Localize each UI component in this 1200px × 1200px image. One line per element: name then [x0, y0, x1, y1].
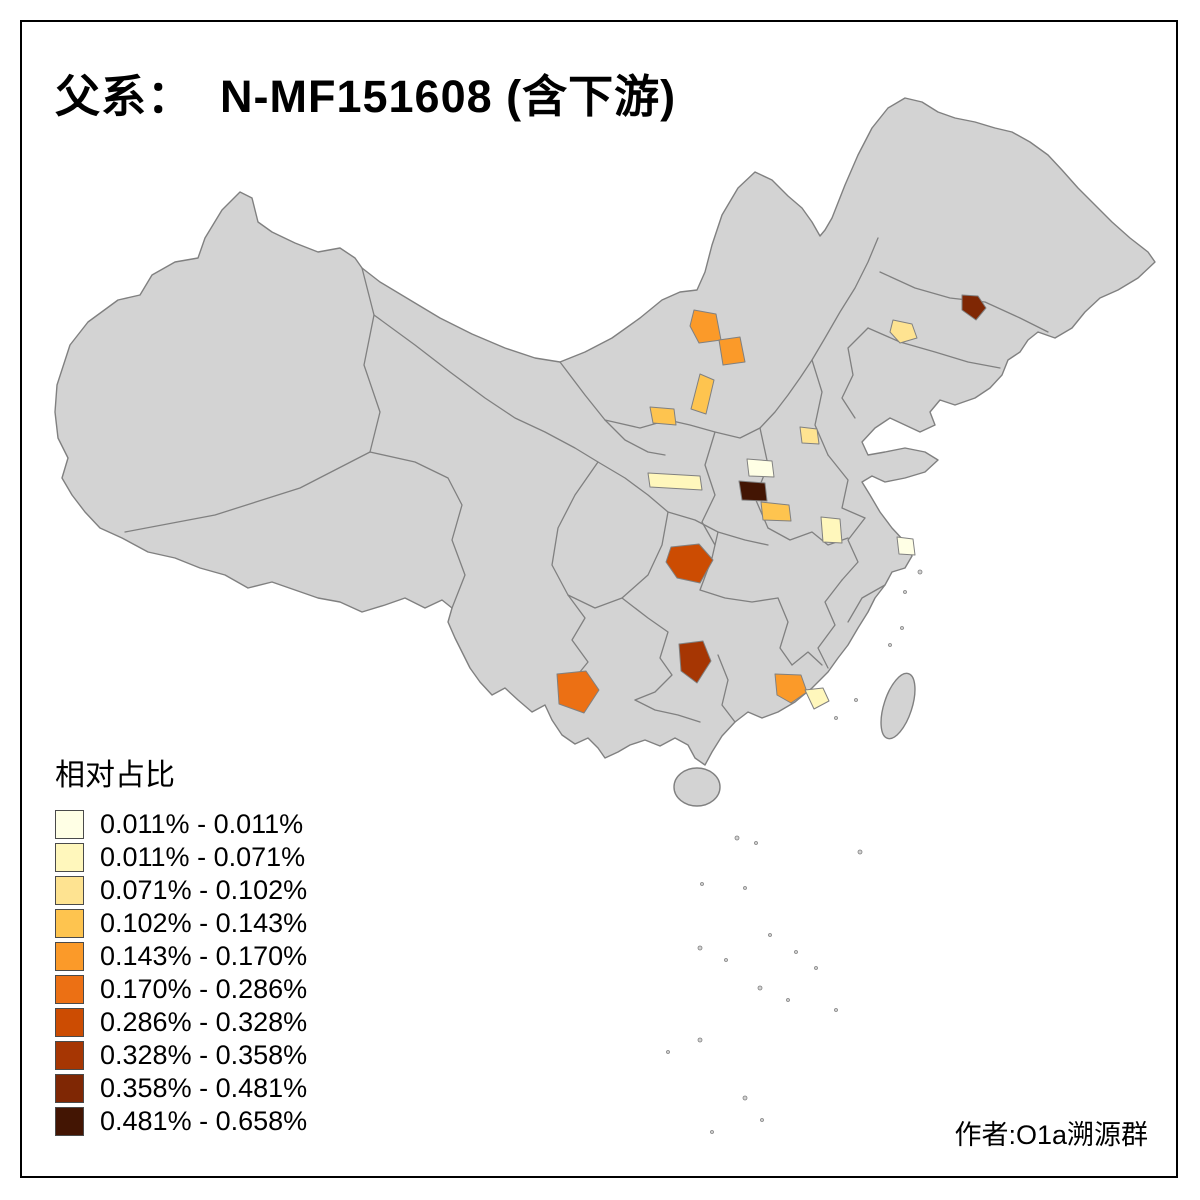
china-mainland-shape	[54, 97, 1156, 766]
legend-row: 0.286% - 0.328%	[55, 1006, 307, 1039]
south-china-sea-islands	[666, 835, 863, 1134]
highlighted-region	[820, 516, 843, 544]
highlighted-regions	[556, 294, 987, 714]
highlighted-region	[647, 472, 703, 491]
legend-label: 0.143% - 0.170%	[100, 941, 308, 971]
legend-label: 0.170% - 0.286%	[100, 974, 308, 1004]
highlighted-region	[961, 294, 987, 321]
legend-row: 0.358% - 0.481%	[55, 1072, 307, 1105]
legend-row: 0.011% - 0.011%	[55, 808, 307, 841]
page-title: 父系： N-MF151608 (含下游)	[55, 71, 677, 122]
legend-row: 0.102% - 0.143%	[55, 907, 307, 940]
author-credit: 作者:O1a溯源群	[954, 1120, 1148, 1150]
legend: 相对占比 0.011% - 0.011% 0.011% - 0.071% 0.071…	[55, 750, 307, 1138]
legend-row: 0.481% - 0.658%	[55, 1105, 307, 1138]
hainan-island	[673, 767, 721, 807]
legend-label: 0.011% - 0.071%	[100, 842, 306, 872]
highlighted-region	[689, 309, 722, 344]
legend-label: 0.102% - 0.143%	[100, 908, 308, 938]
legend-swatch	[55, 876, 84, 905]
highlighted-region	[690, 373, 715, 415]
province-borders	[124, 237, 1049, 723]
legend-swatch	[55, 1074, 84, 1103]
legend-swatch	[55, 942, 84, 971]
highlighted-region	[799, 426, 820, 445]
highlighted-region	[889, 319, 918, 344]
legend-entries: 0.011% - 0.011% 0.011% - 0.071% 0.071% - 0…	[55, 808, 307, 1138]
legend-swatch	[55, 909, 84, 938]
legend-row: 0.011% - 0.071%	[55, 841, 307, 874]
legend-swatch	[55, 1041, 84, 1070]
highlighted-region	[746, 458, 775, 478]
legend-label: 0.358% - 0.481%	[100, 1073, 308, 1103]
legend-label: 0.011% - 0.011%	[100, 809, 304, 839]
legend-label: 0.071% - 0.102%	[100, 875, 308, 905]
legend-row: 0.170% - 0.286%	[55, 973, 307, 1006]
highlighted-region	[804, 687, 830, 710]
legend-row: 0.328% - 0.358%	[55, 1039, 307, 1072]
taiwan-island	[880, 672, 916, 740]
legend-label: 0.481% - 0.658%	[100, 1106, 308, 1136]
legend-label: 0.286% - 0.328%	[100, 1007, 308, 1037]
highlighted-region	[760, 501, 792, 522]
highlighted-region	[896, 536, 916, 556]
highlighted-region	[774, 673, 808, 704]
legend-label: 0.328% - 0.358%	[100, 1040, 308, 1070]
highlighted-region	[649, 406, 677, 426]
legend-swatch	[55, 1107, 84, 1136]
highlighted-region	[678, 640, 712, 684]
highlighted-region	[738, 480, 768, 502]
highlighted-region	[556, 670, 600, 714]
legend-title: 相对占比	[55, 759, 175, 792]
legend-swatch	[55, 810, 84, 839]
highlighted-region	[665, 543, 714, 584]
legend-swatch	[55, 843, 84, 872]
legend-row: 0.071% - 0.102%	[55, 874, 307, 907]
legend-row: 0.143% - 0.170%	[55, 940, 307, 973]
coastal-islands	[834, 569, 923, 720]
legend-swatch	[55, 975, 84, 1004]
legend-swatch	[55, 1008, 84, 1037]
highlighted-region	[718, 336, 746, 366]
